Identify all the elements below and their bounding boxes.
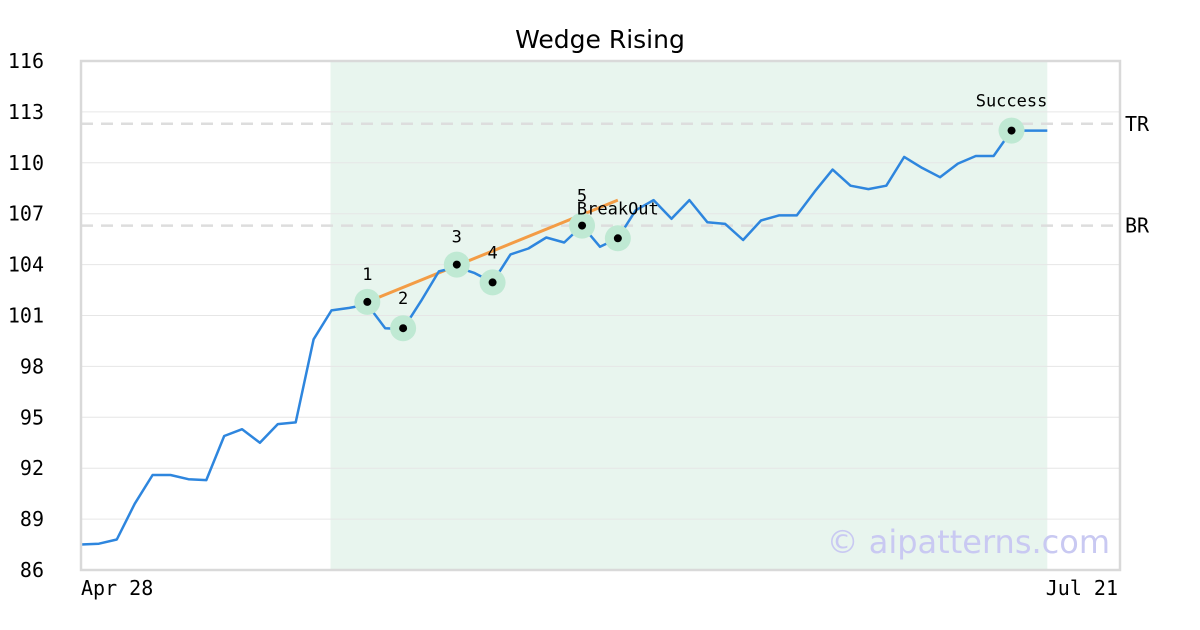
point-label: 4 bbox=[487, 243, 497, 263]
y-tick-label: 110 bbox=[8, 151, 44, 175]
point-marker bbox=[452, 260, 461, 269]
point-marker bbox=[399, 324, 408, 333]
y-tick-label: 107 bbox=[8, 202, 44, 226]
reference-line-label: BR bbox=[1125, 214, 1150, 238]
y-tick-label: 104 bbox=[8, 253, 44, 277]
y-tick-label: 116 bbox=[8, 49, 44, 73]
point-label: Success bbox=[976, 92, 1048, 112]
point-label: 3 bbox=[452, 228, 462, 248]
chart-title: Wedge Rising bbox=[515, 25, 685, 54]
y-axis-ticks: 86 89 92 95 98 101 104 107 110 113 116 bbox=[8, 49, 44, 582]
point-label: 5 bbox=[577, 187, 587, 207]
plot-frame bbox=[79, 59, 1122, 572]
point-marker bbox=[488, 278, 497, 287]
y-tick-label: 86 bbox=[20, 558, 44, 582]
watermark-text: © aipatterns.com bbox=[827, 523, 1110, 561]
point-marker bbox=[363, 297, 372, 306]
x-axis-ticks: Apr 28 Jul 21 bbox=[81, 576, 1118, 600]
point-marker bbox=[578, 221, 587, 230]
y-tick-label: 89 bbox=[20, 507, 44, 531]
point-label: 1 bbox=[362, 265, 372, 285]
price-series-line bbox=[80, 129, 1048, 546]
reference-lines: TR BR bbox=[81, 112, 1150, 238]
y-tick-label: 92 bbox=[20, 456, 44, 480]
point-label: 2 bbox=[398, 289, 408, 309]
y-tick-label: 95 bbox=[20, 405, 44, 429]
point-label: BreakOut bbox=[577, 199, 659, 219]
y-tick-label: 98 bbox=[20, 354, 44, 378]
x-tick-label: Jul 21 bbox=[1046, 576, 1118, 600]
point-marker bbox=[1007, 126, 1016, 135]
reference-line-label: TR bbox=[1125, 112, 1150, 136]
y-tick-label: 101 bbox=[8, 304, 44, 328]
x-tick-label: Apr 28 bbox=[81, 576, 153, 600]
y-tick-label: 113 bbox=[8, 100, 44, 124]
point-marker bbox=[613, 234, 622, 243]
